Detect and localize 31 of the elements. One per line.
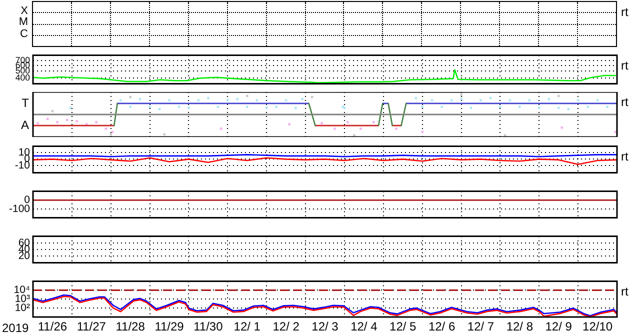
x-axis-title: 2019 bbox=[2, 321, 30, 334]
x-tick-label: 11/30 bbox=[194, 320, 224, 334]
point bbox=[46, 118, 49, 120]
y-tick-label: 10² bbox=[14, 302, 30, 314]
x-tick-label: 11/27 bbox=[76, 320, 106, 334]
x-tick-label: 12/ 5 bbox=[390, 320, 417, 334]
x-tick-label: 12/ 3 bbox=[312, 320, 339, 334]
text: rt bbox=[621, 58, 629, 72]
x-tick-label: 12/10 bbox=[582, 320, 613, 334]
text: rt bbox=[621, 5, 628, 19]
text: A bbox=[20, 118, 29, 132]
x-tick-label: 12/ 8 bbox=[506, 320, 534, 334]
text: M bbox=[18, 16, 28, 28]
x-tick-label: 12/ 6 bbox=[428, 320, 456, 334]
text: rt bbox=[621, 284, 629, 298]
x-tick-label: 12/ 2 bbox=[272, 320, 300, 334]
x-tick-label: 11/26 bbox=[38, 320, 68, 334]
x-tick-label: 12/ 9 bbox=[545, 320, 572, 334]
x-tick-label: 12/ 7 bbox=[467, 320, 494, 334]
text: T bbox=[22, 96, 30, 110]
y-tick-label: -10 bbox=[14, 160, 30, 172]
y-tick-label: 400 bbox=[15, 72, 30, 83]
text: C bbox=[20, 28, 28, 40]
text: rt bbox=[621, 149, 629, 164]
x-tick-label: 11/28 bbox=[116, 320, 146, 334]
x-tick-label: 11/29 bbox=[154, 320, 184, 334]
text: X bbox=[20, 4, 28, 16]
x-tick-label: 12/ 4 bbox=[350, 320, 378, 334]
text: rt bbox=[621, 95, 629, 109]
x-tick-label: 12/ 1 bbox=[234, 320, 261, 334]
point bbox=[614, 130, 617, 134]
